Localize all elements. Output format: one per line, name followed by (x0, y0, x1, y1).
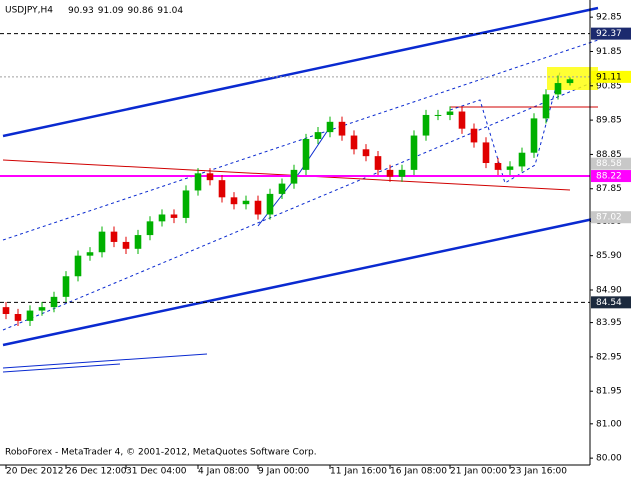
candle-body (110, 231, 118, 242)
channel-mid-upper (2, 39, 599, 241)
level-label-bg (591, 211, 631, 224)
candle-body (326, 121, 334, 133)
candle-body (206, 173, 214, 181)
x-tick-label: 20 Dec 2012 (6, 467, 64, 477)
level-label-bg (591, 170, 631, 183)
level-label: 88.22 (596, 172, 622, 182)
y-tick-label: 81.00 (596, 419, 622, 429)
candle-body (386, 169, 394, 177)
candle-body (410, 135, 418, 170)
candle-body (194, 173, 202, 191)
candle-body (2, 307, 10, 315)
candle-body (62, 276, 70, 297)
level-label: 91.11 (596, 72, 622, 82)
x-tick-label: 26 Dec 12:00 (66, 467, 127, 477)
candle-body (122, 241, 130, 249)
candle-body (422, 114, 430, 136)
level-label-bg (591, 27, 631, 40)
y-tick-label: 87.85 (596, 184, 622, 194)
x-tick-label: 16 Jan 08:00 (390, 467, 447, 477)
ohlc-value: 90.86 (128, 6, 154, 16)
x-tick-label: 21 Jan 00:00 (450, 467, 507, 477)
x-tick-label: 11 Jan 16:00 (330, 467, 387, 477)
candle-body (26, 310, 34, 321)
candle-body (182, 190, 190, 218)
y-tick-label: 92.85 (596, 13, 622, 23)
candle-body (50, 296, 58, 308)
candle-body (242, 200, 250, 205)
plot (0, 33, 590, 327)
candle-body (230, 197, 238, 205)
candle-body (470, 128, 478, 143)
y-tick-label: 89.85 (596, 116, 622, 126)
candle-body (434, 114, 442, 116)
candle-body (38, 307, 46, 311)
candle-body (98, 231, 106, 253)
x-tick-label: 31 Dec 04:00 (126, 467, 187, 477)
candle-body (506, 166, 514, 170)
y-tick-label: 82.95 (596, 352, 622, 362)
y-tick-label: 84.90 (596, 285, 622, 295)
candle-body (218, 180, 226, 198)
candle-body (14, 314, 22, 321)
candle-body (146, 221, 154, 236)
x-tick-label: 4 Jan 08:00 (198, 467, 250, 477)
level-label-bg (591, 157, 631, 170)
y-tick-label: 91.85 (596, 47, 622, 57)
symbol: USDJPY,H4 (5, 6, 53, 16)
candle-body (374, 156, 382, 170)
level-label: 84.54 (596, 298, 622, 308)
candle-body (518, 152, 526, 167)
candle-body (74, 255, 82, 277)
red-trend (2, 159, 571, 191)
channel-bottom (2, 216, 599, 347)
ohlc-value: 91.04 (157, 6, 183, 16)
y-tick-label: 83.95 (596, 318, 622, 328)
ohlc-readout: 90.93 91.09 90.86 91.04 (68, 6, 183, 16)
candle-body (566, 79, 574, 84)
candle-body (350, 135, 358, 150)
candle-body (86, 252, 94, 256)
candle-body (338, 121, 346, 136)
candle-body (314, 132, 322, 139)
candle-body (302, 138, 310, 170)
trend-lines (2, 6, 599, 373)
level-label: 88.58 (596, 159, 622, 169)
candle-body (266, 193, 274, 215)
x-tick-label: 23 Jan 16:00 (510, 467, 567, 477)
candle-body (482, 142, 490, 164)
footer: RoboForex - MetaTrader 4, © 2001-2012, M… (5, 448, 317, 458)
candle-body (398, 169, 406, 177)
candle-body (458, 111, 466, 129)
level-label: 92.37 (596, 29, 622, 39)
ohlc-value: 91.09 (98, 6, 124, 16)
candle-body (530, 118, 538, 153)
candle-body (158, 214, 166, 222)
candle-body (134, 235, 142, 249)
x-tick-label: 9 Jan 00:00 (258, 467, 310, 477)
candle-body (170, 214, 178, 218)
blue-short (2, 353, 208, 369)
candle-body (362, 149, 370, 157)
y-tick-label: 81.95 (596, 387, 622, 397)
candle-body (542, 94, 550, 119)
y-tick-label: 88.85 (596, 150, 622, 160)
channel-top (2, 6, 599, 138)
y-tick-label: 85.90 (596, 251, 622, 261)
level-label-bg (591, 296, 631, 309)
y-tick-label: 90.85 (596, 81, 622, 91)
candle-body (494, 163, 502, 170)
blue-short (2, 363, 121, 373)
candle-body (254, 200, 262, 215)
candle-body (278, 183, 286, 194)
level-label: 87.02 (596, 213, 622, 223)
candle-body (290, 169, 298, 184)
ohlc-value: 90.93 (68, 6, 94, 16)
y-tick-label: 80.00 (596, 454, 622, 464)
level-label-bg (591, 70, 631, 83)
candle-body (446, 111, 454, 115)
candle-body (554, 83, 562, 95)
